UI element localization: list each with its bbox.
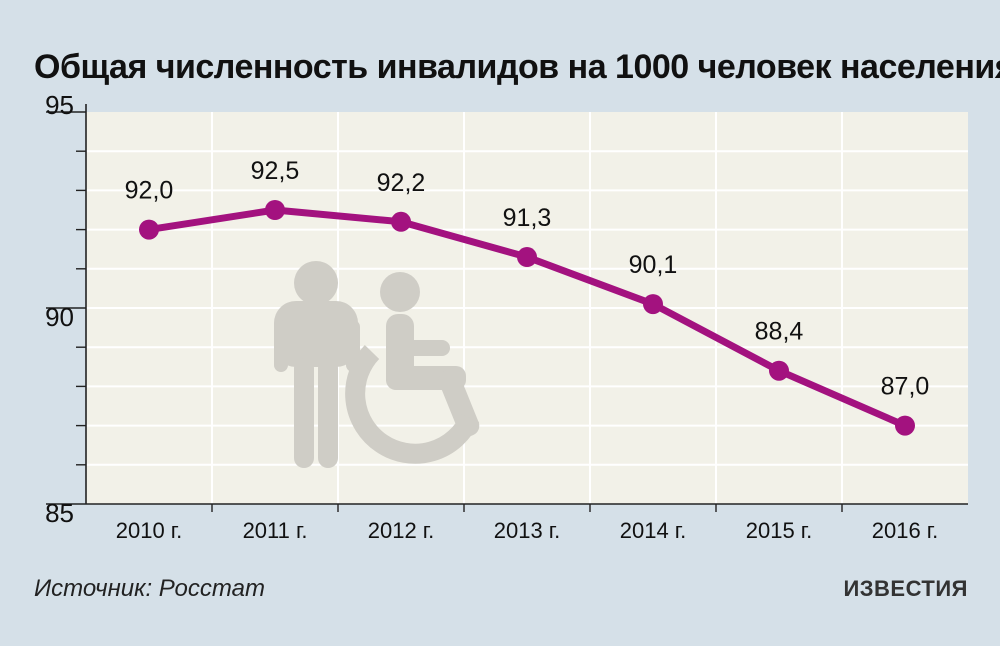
data-label: 92,0 bbox=[125, 177, 174, 205]
izvestia-logo: ИЗВЕСТИЯ bbox=[843, 576, 968, 601]
disability-pictogram bbox=[274, 261, 480, 468]
data-point bbox=[517, 247, 537, 268]
series-line: 92,0 92,5 92,2 91,3 90,1 88,4 87,0 bbox=[125, 157, 930, 436]
y-tick-label: 85 bbox=[45, 498, 74, 528]
data-point bbox=[643, 294, 663, 315]
data-label: 90,1 bbox=[629, 251, 678, 279]
data-label: 87,0 bbox=[881, 373, 930, 401]
x-tick-label: 2016 г. bbox=[872, 518, 939, 543]
wheelchair-icon bbox=[345, 272, 480, 464]
source-note: Источник: Росстат bbox=[34, 575, 265, 602]
x-axis: 2010 г. 2011 г. 2012 г. 2013 г. 2014 г. 2015 … bbox=[86, 503, 968, 543]
data-point bbox=[265, 200, 285, 220]
x-tick-label: 2013 г. bbox=[494, 518, 561, 543]
y-tick-label: 90 bbox=[45, 302, 74, 332]
data-label: 92,5 bbox=[251, 157, 300, 185]
x-tick-label: 2010 г. bbox=[116, 518, 183, 543]
y-tick-label: 95 bbox=[45, 90, 74, 120]
data-point bbox=[769, 360, 789, 381]
data-point bbox=[139, 219, 159, 240]
data-point bbox=[895, 415, 915, 436]
y-axis: 85 90 95 bbox=[45, 90, 87, 528]
data-label: 91,3 bbox=[503, 204, 552, 232]
x-tick-label: 2015 г. bbox=[746, 518, 813, 543]
x-tick-label: 2011 г. bbox=[243, 518, 308, 543]
data-label: 88,4 bbox=[755, 318, 804, 346]
chart-title: Общая численность инвалидов на 1000 чело… bbox=[34, 48, 1000, 86]
x-tick-label: 2014 г. bbox=[620, 518, 687, 543]
x-tick-label: 2012 г. bbox=[368, 518, 435, 543]
data-point bbox=[391, 211, 411, 232]
data-label: 92,2 bbox=[377, 169, 426, 197]
